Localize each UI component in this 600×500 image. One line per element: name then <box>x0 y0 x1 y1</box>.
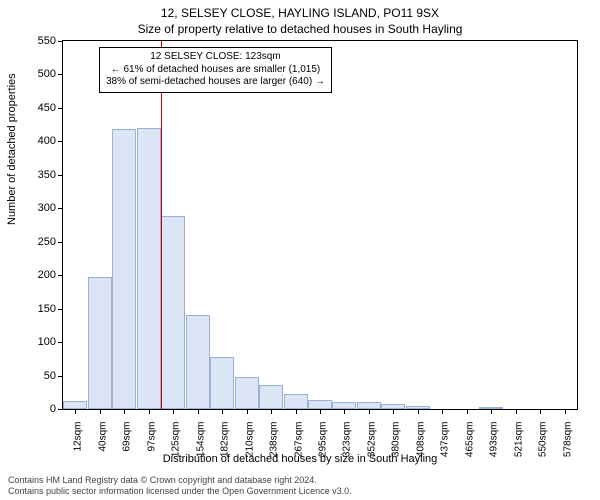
bar <box>332 402 356 409</box>
x-tick-label: 437sqm <box>440 422 451 458</box>
x-tick-label: 210sqm <box>244 422 255 458</box>
bar <box>308 400 332 409</box>
bar <box>284 394 308 409</box>
x-tick-label: 408sqm <box>415 422 426 458</box>
y-tick-label: 450 <box>0 102 56 114</box>
chart-title-line1: 12, SELSEY CLOSE, HAYLING ISLAND, PO11 9… <box>0 0 600 20</box>
bar <box>63 401 87 409</box>
y-tick-label: 500 <box>0 68 56 80</box>
x-tick-label: 323sqm <box>342 422 353 458</box>
reference-line <box>161 41 162 409</box>
y-tick-label: 300 <box>0 202 56 214</box>
footer: Contains HM Land Registry data © Crown c… <box>8 475 592 497</box>
footer-line2: Contains public sector information licen… <box>8 486 592 497</box>
y-tick-label: 250 <box>0 236 56 248</box>
annotation-line3: 38% of semi-detached houses are larger (… <box>106 76 325 89</box>
x-tick-label: 69sqm <box>122 422 133 452</box>
y-tick-label: 200 <box>0 269 56 281</box>
bar <box>161 216 185 409</box>
y-tick-label: 0 <box>0 403 56 415</box>
bar <box>137 128 161 409</box>
chart-container: 12, SELSEY CLOSE, HAYLING ISLAND, PO11 9… <box>0 0 600 500</box>
bar <box>235 377 259 409</box>
bar <box>357 402 381 409</box>
x-tick-label: 97sqm <box>146 422 157 452</box>
annotation-box: 12 SELSEY CLOSE: 123sqm ← 61% of detache… <box>99 47 332 93</box>
x-tick-label: 465sqm <box>464 422 475 458</box>
plot-area: 12 SELSEY CLOSE: 123sqm ← 61% of detache… <box>62 40 578 410</box>
y-tick-label: 50 <box>0 370 56 382</box>
annotation-line2: ← 61% of detached houses are smaller (1,… <box>106 64 325 77</box>
x-tick-label: 521sqm <box>513 422 524 458</box>
x-tick-label: 238sqm <box>269 422 280 458</box>
y-tick-label: 150 <box>0 303 56 315</box>
x-tick-label: 578sqm <box>562 422 573 458</box>
chart-title-line2: Size of property relative to detached ho… <box>0 22 600 36</box>
y-tick-label: 350 <box>0 169 56 181</box>
bar <box>210 357 234 409</box>
x-tick-label: 295sqm <box>318 422 329 458</box>
x-tick-label: 40sqm <box>97 422 108 452</box>
bar <box>186 315 210 409</box>
annotation-line1: 12 SELSEY CLOSE: 123sqm <box>106 51 325 64</box>
y-tick-label: 550 <box>0 35 56 47</box>
footer-line1: Contains HM Land Registry data © Crown c… <box>8 475 592 486</box>
x-tick-label: 182sqm <box>220 422 231 458</box>
x-tick-label: 12sqm <box>73 422 84 452</box>
y-tick-labels: 050100150200250300350400450500550 <box>0 40 60 410</box>
bar <box>112 129 136 409</box>
x-tick-label: 125sqm <box>171 422 182 458</box>
x-tick-label: 267sqm <box>293 422 304 458</box>
y-tick-label: 400 <box>0 135 56 147</box>
x-tick-labels: 12sqm40sqm69sqm97sqm125sqm154sqm182sqm21… <box>62 410 578 454</box>
x-tick-label: 154sqm <box>195 422 206 458</box>
x-tick-label: 550sqm <box>538 422 549 458</box>
x-tick-label: 352sqm <box>366 422 377 458</box>
x-tick-label: 493sqm <box>489 422 500 458</box>
x-tick-label: 380sqm <box>391 422 402 458</box>
x-axis-label: Distribution of detached houses by size … <box>0 453 600 465</box>
bar <box>88 277 112 409</box>
bars-layer <box>63 41 577 409</box>
y-tick-label: 100 <box>0 336 56 348</box>
bar <box>259 385 283 409</box>
